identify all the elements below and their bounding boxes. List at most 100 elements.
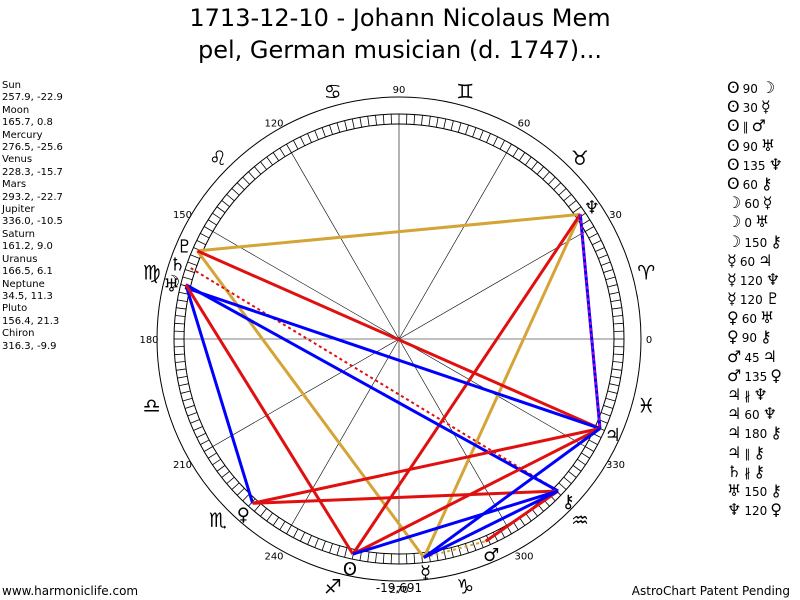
degree-tick	[336, 545, 341, 556]
degree-tick	[184, 405, 195, 409]
aspect-planet-b-icon: ♅	[760, 308, 775, 328]
aspect-row: ♃ 180 ⚷	[727, 423, 783, 442]
degree-tick	[568, 200, 577, 207]
degree-tick	[182, 276, 193, 281]
degree-tick	[572, 206, 582, 213]
aspect-line	[184, 284, 255, 504]
degree-tick	[525, 156, 532, 166]
aspect-planet-b-icon: ⚷	[760, 173, 773, 193]
aspect-planet-b-icon: ☿	[762, 193, 773, 213]
aspect-planet-b-icon: ♅	[760, 135, 776, 155]
degree-tick	[248, 171, 256, 180]
chart-title-line-1: 1713-12-10 - Johann Nicolaus Mem	[189, 4, 611, 32]
zodiac-sign-icon: ♍	[143, 261, 161, 285]
zodiac-sign-icon: ♎	[143, 393, 161, 417]
degree-tick	[435, 117, 439, 128]
patent-notice: AstroChart Patent Pending	[631, 584, 790, 598]
planet-sun-icon: ʘ	[343, 559, 357, 580]
degree-tick	[226, 476, 235, 484]
aspect-planet-a-icon: ʘ	[727, 78, 740, 97]
aspect-planet-b-icon: ⚷	[753, 442, 766, 462]
degree-tick	[472, 127, 477, 138]
degree-tick	[472, 540, 477, 551]
degree-tick	[242, 493, 250, 502]
degree-tick	[375, 552, 377, 563]
planet-coords-neptune: 34.5, 11.3	[2, 290, 53, 302]
aspect-planet-b-icon: ♅	[754, 212, 770, 232]
degree-tick	[367, 551, 370, 562]
aspect-line	[423, 489, 559, 559]
aspect-row: ☽ 0 ♅	[727, 212, 783, 231]
degree-label: 270	[389, 585, 408, 596]
degree-tick	[542, 171, 550, 180]
planet-coords-moon: 165.7, 0.8	[2, 117, 53, 129]
degree-tick	[180, 390, 191, 394]
degree-tick	[595, 247, 605, 252]
degree-tick	[421, 115, 423, 126]
degree-label: 210	[173, 460, 192, 471]
website-link[interactable]: www.harmoniclife.com	[2, 584, 139, 598]
aspect-angle: 90	[742, 82, 758, 96]
zodiac-sign-icon: ♓	[637, 393, 655, 417]
degree-tick	[450, 547, 454, 558]
degree-label: 150	[173, 210, 192, 221]
aspect-row: ♄ ∦ ⚷	[727, 462, 783, 481]
aspect-planet-a-icon: ♃	[727, 385, 742, 404]
degree-tick	[359, 117, 363, 128]
degree-tick	[216, 465, 226, 472]
degree-tick	[506, 143, 512, 154]
aspect-planet-a-icon: ♀	[727, 308, 739, 328]
aspect-line	[484, 489, 559, 543]
planet-name-sun: Sun	[2, 80, 22, 91]
degree-label: 300	[514, 552, 533, 563]
degree-tick	[200, 439, 210, 445]
degree-tick	[581, 219, 591, 226]
degree-tick	[221, 200, 230, 207]
aspect-planet-a-icon: ☽	[727, 193, 742, 213]
aspect-row: ☽ 60 ☿	[727, 193, 783, 212]
degree-tick	[196, 432, 206, 438]
degree-tick	[603, 269, 614, 273]
degree-tick	[607, 284, 618, 288]
degree-tick	[351, 118, 355, 129]
aspect-planet-b-icon: ♀	[770, 365, 782, 385]
degree-label: 90	[393, 85, 406, 96]
planet-name-saturn: Saturn	[2, 228, 36, 240]
degree-tick	[600, 261, 611, 266]
aspect-angle: ∦	[744, 389, 751, 403]
degree-tick	[584, 446, 595, 452]
degree-tick	[584, 226, 595, 232]
degree-label: 0	[646, 335, 652, 346]
aspect-row: ♂ 135 ♀	[727, 366, 783, 385]
degree-tick	[612, 315, 623, 317]
degree-tick	[279, 521, 286, 531]
zodiac-sign-icon: ♒	[571, 508, 589, 532]
aspect-row: ♅ 150 ⚷	[727, 481, 783, 500]
degree-tick	[226, 194, 235, 202]
aspect-line	[352, 489, 559, 556]
degree-tick	[314, 538, 319, 548]
planet-jupiter-icon: ♃	[605, 425, 621, 446]
aspect-planet-a-icon: ♅	[727, 480, 742, 500]
degree-tick	[307, 133, 312, 143]
planet-saturn-icon: ♄	[169, 255, 185, 276]
degree-tick	[231, 482, 240, 490]
aspect-planet-a-icon: ♆	[727, 500, 742, 520]
aspect-row: ʘ 30 ☿	[727, 97, 783, 116]
degree-tick	[231, 188, 240, 196]
aspect-angle: 30	[742, 101, 758, 116]
degree-tick	[321, 540, 326, 551]
aspect-planet-a-icon: ☽	[727, 231, 742, 251]
aspect-planet-b-icon: ⚷	[760, 327, 772, 347]
degree-tick	[190, 419, 200, 424]
degree-label: 240	[264, 552, 283, 563]
degree-label: 30	[609, 210, 622, 221]
aspect-planet-b-icon: ♆	[753, 385, 768, 404]
zodiac-sign-icon: ♌	[209, 146, 227, 170]
aspect-line	[184, 286, 601, 430]
planet-name-moon: Moon	[2, 104, 30, 116]
degree-tick	[196, 240, 206, 246]
aspect-planet-b-icon: ♆	[768, 154, 783, 174]
degree-tick	[609, 383, 620, 387]
aspect-line	[423, 540, 486, 559]
